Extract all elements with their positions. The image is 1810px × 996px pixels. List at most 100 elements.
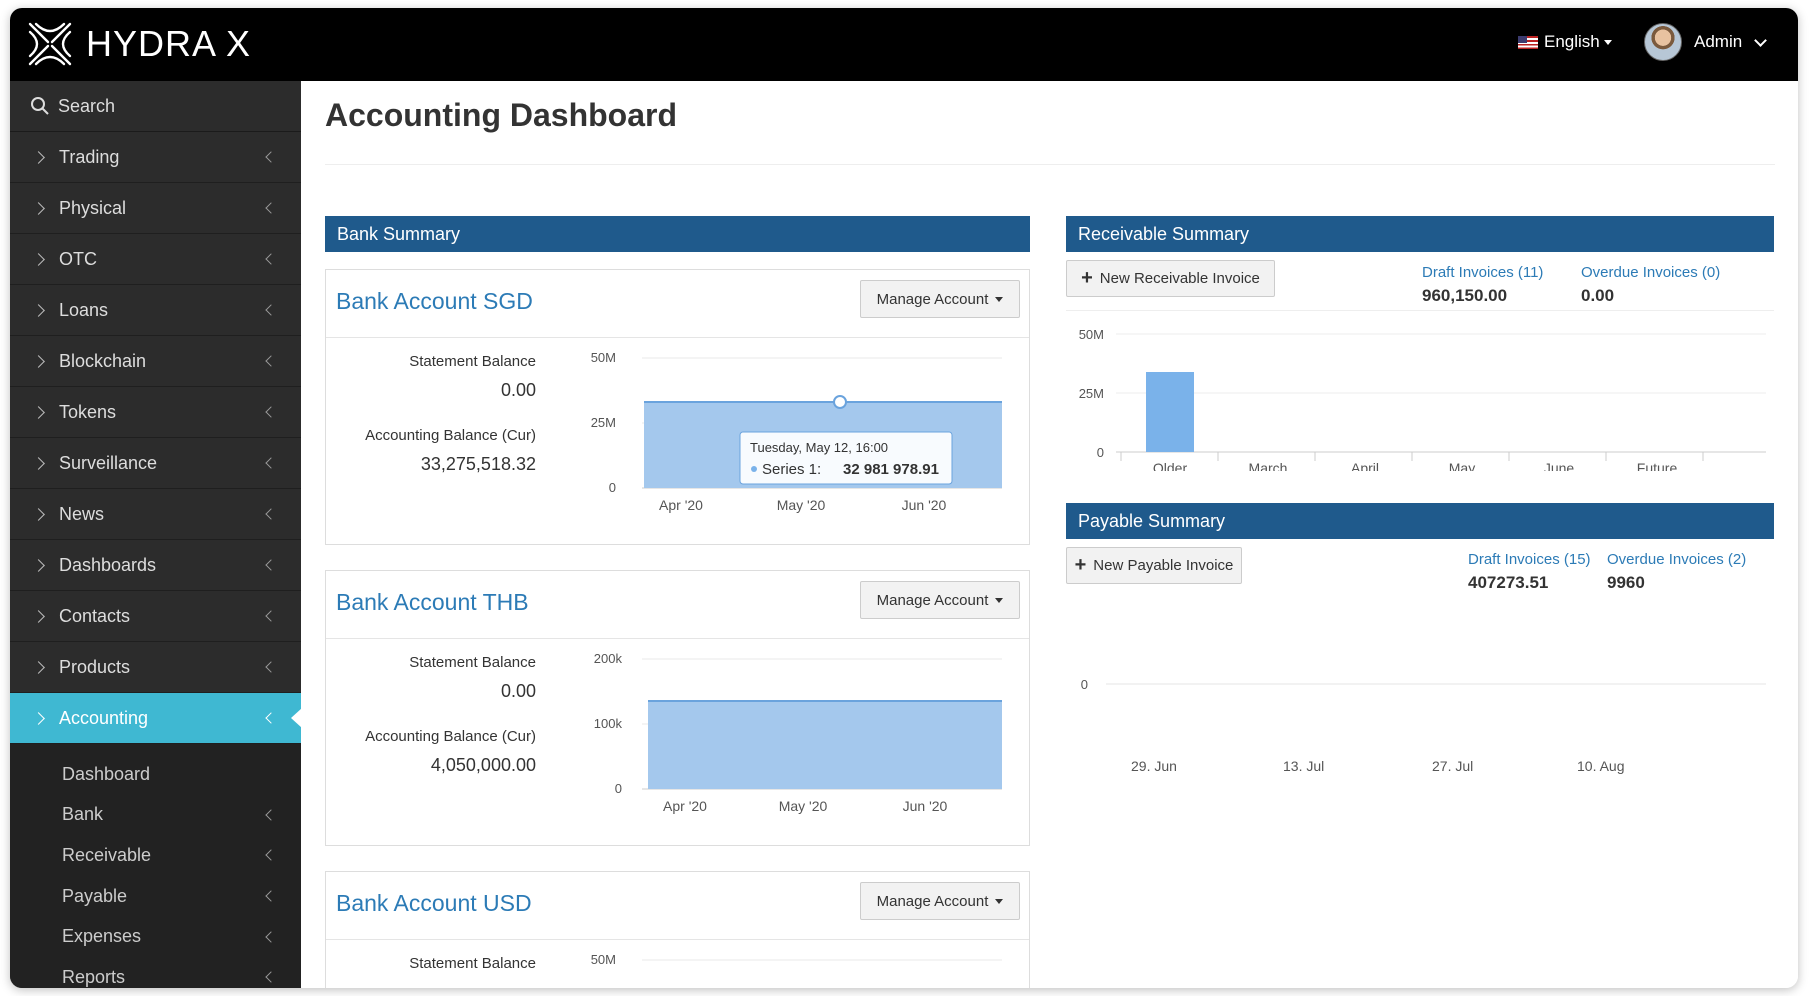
receivable-draft-invoices-link[interactable]: Draft Invoices (11) [1422, 264, 1544, 281]
sidebar-item-label: Accounting [59, 707, 149, 728]
bank-account-title: Bank Account SGD [336, 288, 533, 314]
bar-ticks [1120, 452, 1704, 461]
chevron-down-icon [1754, 33, 1768, 47]
user-menu[interactable]: Admin [1644, 23, 1768, 61]
sidebar-item-dashboards[interactable]: Dashboards [10, 540, 301, 591]
sidebar-item-trading[interactable]: Trading [10, 132, 301, 183]
y-tick-label: 50M [591, 350, 616, 365]
chevron-right-icon [32, 405, 45, 419]
area-series[interactable] [648, 701, 1002, 789]
x-tick-label: Jun '20 [902, 497, 947, 513]
new-receivable-invoice-label: New Receivable Invoice [1099, 270, 1260, 287]
bank-account-card-thb: Bank Account THB Manage Account Statemen… [325, 570, 1030, 846]
x-tick-label: Older [1153, 460, 1188, 471]
sidebar-item-contacts[interactable]: Contacts [10, 591, 301, 642]
bar-older[interactable] [1146, 372, 1194, 452]
x-tick-label: 27. Jul [1432, 758, 1474, 774]
submenu-item-payable[interactable]: Payable [10, 876, 301, 917]
language-selector[interactable]: English [1518, 32, 1612, 52]
tooltip-series: Series 1: [762, 461, 821, 478]
sidebar-item-otc[interactable]: OTC [10, 234, 301, 285]
manage-account-button[interactable]: Manage Account [860, 882, 1020, 920]
y-tick-label: 0 [615, 781, 622, 796]
sidebar-item-label: Surveillance [59, 452, 158, 473]
statement-balance-label: Statement Balance [409, 353, 536, 370]
bank-chart-thb: 200k 100k 0 Apr '20 May '20 Jun '20 [594, 651, 1002, 814]
chevron-right-icon [32, 354, 45, 368]
manage-account-button[interactable]: Manage Account [860, 280, 1020, 318]
bank-account-title: Bank Account USD [336, 890, 532, 916]
sidebar-item-products[interactable]: Products [10, 642, 301, 693]
chevron-left-icon [265, 406, 277, 418]
language-label: English [1544, 32, 1600, 51]
chevron-left-icon [265, 931, 277, 943]
caret-down-icon [995, 898, 1004, 904]
submenu-item-label: Bank [62, 804, 104, 825]
sidebar-item-loans[interactable]: Loans [10, 285, 301, 336]
chevron-right-icon [32, 711, 45, 725]
sidebar-item-news[interactable]: News [10, 489, 301, 540]
top-bar: HYDRA X English Admin [10, 8, 1798, 81]
receivable-draft-invoices-value: 960,150.00 [1422, 286, 1508, 305]
sidebar-item-label: Tokens [59, 401, 117, 422]
payable-summary-header: Payable Summary [1066, 503, 1774, 539]
caret-down-icon [1603, 39, 1612, 45]
sidebar-search[interactable]: Search [10, 81, 301, 132]
submenu-item-label: Expenses [62, 926, 142, 947]
sidebar-item-accounting[interactable]: Accounting [10, 693, 301, 744]
statement-balance-value: 0.00 [500, 380, 536, 400]
sidebar-item-physical[interactable]: Physical [10, 183, 301, 234]
sidebar-item-tokens[interactable]: Tokens [10, 387, 301, 438]
chevron-left-icon [265, 661, 277, 673]
plus-icon: + [1074, 554, 1087, 576]
manage-account-label: Manage Account [876, 591, 989, 609]
accounting-balance-value: 4,050,000.00 [430, 755, 536, 775]
accounting-balance-label: Accounting Balance (Cur) [365, 427, 536, 444]
sidebar-item-surveillance[interactable]: Surveillance [10, 438, 301, 489]
bank-account-title: Bank Account THB [336, 589, 529, 615]
plus-icon: + [1081, 267, 1093, 289]
new-receivable-invoice-button[interactable]: + New Receivable Invoice [1066, 260, 1275, 297]
manage-account-button[interactable]: Manage Account [860, 581, 1020, 619]
chevron-right-icon [32, 150, 45, 164]
submenu-item-label: Reports [62, 966, 126, 987]
sidebar-item-label: Contacts [59, 605, 131, 626]
submenu-item-expenses[interactable]: Expenses [10, 916, 301, 957]
y-tick-label: 25M [1079, 386, 1104, 401]
avatar [1644, 23, 1682, 61]
payable-draft-invoices-value: 407273.51 [1468, 573, 1549, 592]
sidebar-item-blockchain[interactable]: Blockchain [10, 336, 301, 387]
chart-tooltip: Tuesday, May 12, 16:00 Series 1: 32 981 … [739, 431, 953, 485]
data-point[interactable] [833, 395, 847, 409]
x-tick-label: Apr '20 [663, 798, 707, 814]
app-window: HYDRA X English Admin Search Trading Phy… [10, 8, 1798, 988]
payable-draft-invoices-link[interactable]: Draft Invoices (15) [1468, 551, 1591, 568]
x-tick-label: April [1351, 460, 1379, 471]
new-payable-invoice-button[interactable]: + New Payable Invoice [1066, 547, 1242, 584]
x-tick-label: 29. Jun [1131, 758, 1177, 774]
submenu-item-label: Receivable [62, 844, 152, 865]
bank-account-card-sgd: Bank Account SGD Manage Account Statemen… [325, 269, 1030, 545]
submenu-item-reports[interactable]: Reports [10, 957, 301, 988]
receivable-overdue-invoices-link[interactable]: Overdue Invoices (0) [1581, 264, 1721, 281]
chevron-right-icon [32, 303, 45, 317]
brand-logo[interactable]: HYDRA X [26, 20, 251, 68]
manage-account-label: Manage Account [876, 290, 989, 308]
chevron-right-icon [32, 660, 45, 674]
submenu-item-bank[interactable]: Bank [10, 795, 301, 836]
y-tick-label: 50M [591, 952, 616, 967]
chevron-left-icon [265, 849, 277, 862]
x-tick-label: March [1249, 460, 1288, 471]
submenu-item-dashboard[interactable]: Dashboard [10, 754, 301, 795]
series-marker [751, 466, 757, 472]
chevron-right-icon [32, 201, 45, 215]
caret-down-icon [995, 597, 1004, 603]
divider [326, 939, 1029, 940]
x-tick-label: May [1449, 460, 1475, 471]
payable-overdue-invoices-link[interactable]: Overdue Invoices (2) [1607, 551, 1747, 568]
chevron-right-icon [32, 558, 45, 572]
x-tick-label: May '20 [777, 497, 826, 513]
y-tick-label: 0 [1097, 445, 1104, 460]
submenu-item-receivable[interactable]: Receivable [10, 835, 301, 876]
tooltip-value: 32 981 978.91 [843, 461, 939, 478]
